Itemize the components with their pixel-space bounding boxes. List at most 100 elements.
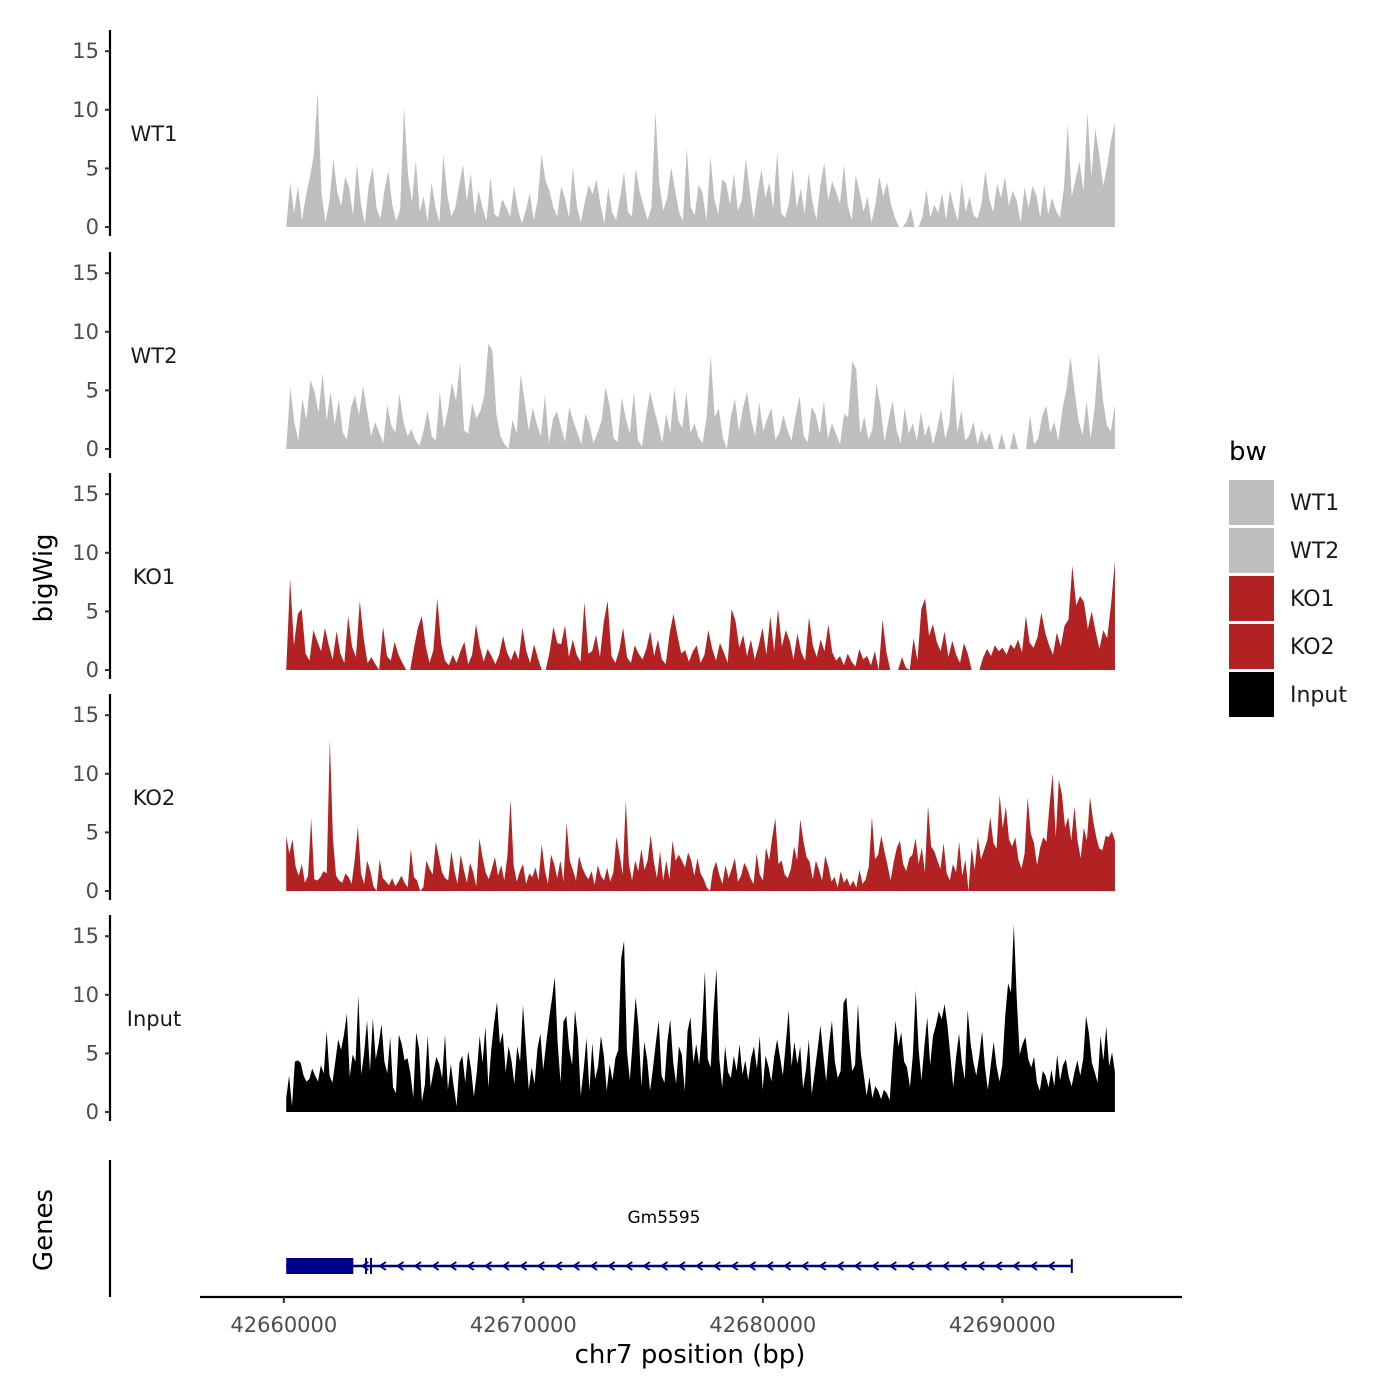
y-tick-label: 0 [86,437,99,461]
legend-item-wt2: WT2 [1229,528,1339,573]
y-tick-label: 5 [86,1041,99,1065]
area-ko2 [286,739,1115,891]
strand-arrow [448,1261,457,1271]
legend-swatch [1229,528,1274,573]
legend-swatch [1229,624,1274,669]
strand-arrow [519,1261,528,1271]
x-tick-label: 42690000 [949,1313,1056,1337]
y-tick-label: 15 [72,703,99,727]
track-label-wt1: WT1 [131,122,178,146]
y-tick-label: 15 [72,261,99,285]
strand-arrow [959,1261,968,1271]
area-input [286,924,1115,1112]
strand-arrow [483,1261,492,1271]
strand-arrow [871,1261,880,1271]
area-wt1 [286,92,1115,227]
strand-arrow [695,1261,704,1271]
strand-arrow [976,1261,985,1271]
track-wt1: 0 5 10 15 WT1 [72,30,1115,239]
x-axis-title: chr7 position (bp) [575,1340,806,1370]
strand-arrow [395,1261,404,1271]
strand-arrow [677,1261,686,1271]
legend-item-input: Input [1229,672,1347,717]
x-tick-label: 42670000 [470,1313,577,1337]
track-label-input: Input [127,1007,181,1031]
strand-arrow [554,1261,563,1271]
gene-label: Gm5595 [628,1208,701,1228]
y-tick-label: 5 [86,156,99,180]
legend-swatch [1229,576,1274,621]
strand-arrow [1029,1261,1038,1271]
y-tick-label: 10 [72,762,99,786]
track-ko1: 0 5 10 15 KO1 [72,473,1115,682]
legend-title: bw [1229,437,1267,467]
y-tick-label: 15 [72,39,99,63]
y-tick-label: 10 [72,983,99,1007]
strand-arrow [712,1261,721,1271]
y-tick-label: 10 [72,98,99,122]
legend-label: WT2 [1290,539,1339,564]
strand-arrow [994,1261,1003,1271]
strand-arrow [466,1261,475,1271]
strand-arrow [501,1261,510,1271]
strand-arrow [818,1261,827,1271]
legend-swatch [1229,480,1274,525]
x-axis: 42660000 42670000 42680000 42690000 [200,1295,1182,1337]
y-tick-label: 0 [86,879,99,903]
strand-arrow [1047,1261,1056,1271]
strand-arrow [853,1261,862,1271]
y-tick-label: 0 [86,658,99,682]
legend-swatch [1229,672,1274,717]
gene-exon [286,1258,354,1274]
legend: bw WT1 WT2 KO1 KO2 Input [1229,437,1347,717]
legend-label: Input [1290,683,1347,708]
y-axis-title: bigWig [29,533,59,622]
track-label-ko1: KO1 [133,565,176,589]
strand-arrow [571,1261,580,1271]
y-tick-label: 0 [86,1100,99,1124]
y-tick-label: 5 [86,820,99,844]
area-wt2 [286,343,1115,449]
track-label-wt2: WT2 [131,344,178,368]
x-tick-label: 42660000 [230,1313,337,1337]
gene-track: Gm5595 [108,1160,1073,1297]
strand-arrow [765,1261,774,1271]
y-tick-label: 0 [86,215,99,239]
strand-arrow [431,1261,440,1271]
bigwig-tracks: 0 5 10 15 WT1 0 5 10 15 WT2 0 5 10 15 KO1 0 5 10 15 KO2 0 5 10… [72,30,1115,1124]
strand-arrow [906,1261,915,1271]
legend-item-ko1: KO1 [1229,576,1335,621]
y-tick-label: 5 [86,599,99,623]
strand-arrow [378,1261,387,1271]
track-ko2: 0 5 10 15 KO2 [72,694,1115,903]
strand-arrow [835,1261,844,1271]
legend-item-wt1: WT1 [1229,480,1339,525]
strand-arrow [536,1261,545,1271]
track-input: 0 5 10 15 Input [72,915,1115,1124]
area-ko1 [286,561,1115,670]
x-tick-label: 42680000 [709,1313,816,1337]
legend-label: WT1 [1290,491,1339,516]
strand-arrow [800,1261,809,1271]
y-tick-label: 5 [86,378,99,402]
strand-arrow [589,1261,598,1271]
strand-arrow [923,1261,932,1271]
y-tick-label: 10 [72,320,99,344]
strand-arrow [888,1261,897,1271]
track-label-ko2: KO2 [133,786,176,810]
gene-gm5595: Gm5595 [286,1208,1073,1274]
strand-arrow [607,1261,616,1271]
strand-arrow [730,1261,739,1271]
strand-arrow [941,1261,950,1271]
strand-arrow [659,1261,668,1271]
track-wt2: 0 5 10 15 WT2 [72,252,1115,461]
genes-axis-title: Genes [29,1189,59,1271]
y-tick-label: 10 [72,541,99,565]
strand-arrow [624,1261,633,1271]
legend-item-ko2: KO2 [1229,624,1335,669]
legend-label: KO1 [1290,587,1335,612]
strand-arrow [783,1261,792,1271]
y-tick-label: 15 [72,924,99,948]
legend-label: KO2 [1290,635,1335,660]
